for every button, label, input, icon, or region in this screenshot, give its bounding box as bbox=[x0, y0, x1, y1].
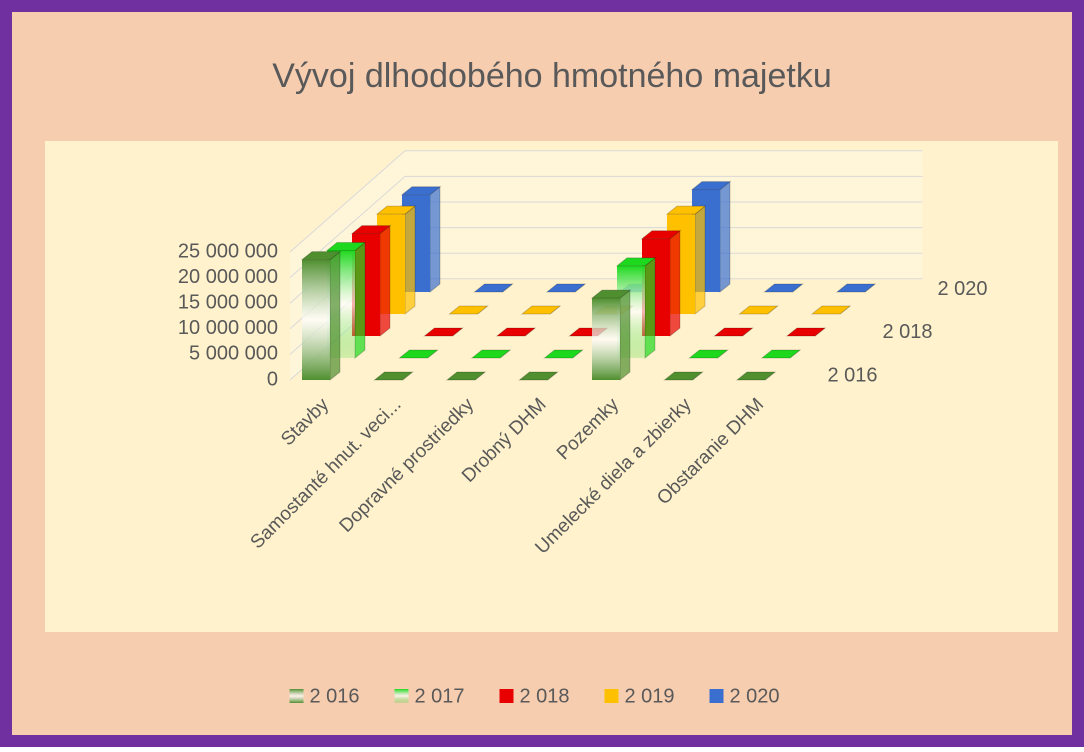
legend-label: 2 016 bbox=[310, 685, 360, 707]
legend-swatch bbox=[605, 689, 619, 703]
legend-swatch bbox=[290, 689, 304, 703]
bar-side bbox=[620, 290, 630, 380]
bar-front bbox=[302, 260, 330, 380]
chart-title: Vývoj dlhodobého hmotného majetku bbox=[272, 57, 832, 95]
y-tick-label: 20 000 000 bbox=[178, 266, 278, 288]
depth-label: 2 016 bbox=[828, 364, 878, 386]
legend-swatch bbox=[710, 689, 724, 703]
y-tick-label: 25 000 000 bbox=[178, 240, 278, 262]
bar bbox=[302, 252, 340, 380]
bar-side bbox=[430, 187, 440, 292]
bar-side bbox=[355, 242, 365, 358]
bar-side bbox=[330, 252, 340, 380]
legend-label: 2 019 bbox=[625, 685, 675, 707]
bar bbox=[592, 290, 630, 380]
legend-swatch bbox=[395, 689, 409, 703]
legend-label: 2 017 bbox=[415, 685, 465, 707]
legend-label: 2 020 bbox=[730, 685, 780, 707]
legend-swatch bbox=[500, 689, 514, 703]
y-tick-label: 0 bbox=[267, 368, 278, 390]
bar-side bbox=[720, 182, 730, 292]
depth-label: 2 020 bbox=[938, 278, 988, 300]
bar-side bbox=[645, 258, 655, 358]
bar-front bbox=[592, 298, 620, 380]
bar-side bbox=[695, 206, 705, 314]
bar-side bbox=[670, 231, 680, 336]
depth-label: 2 018 bbox=[883, 321, 933, 343]
legend-label: 2 018 bbox=[520, 685, 570, 707]
y-tick-label: 5 000 000 bbox=[189, 343, 278, 365]
y-tick-label: 10 000 000 bbox=[178, 317, 278, 339]
bar-side bbox=[405, 206, 415, 314]
bar-side bbox=[380, 226, 390, 336]
y-tick-label: 15 000 000 bbox=[178, 291, 278, 313]
